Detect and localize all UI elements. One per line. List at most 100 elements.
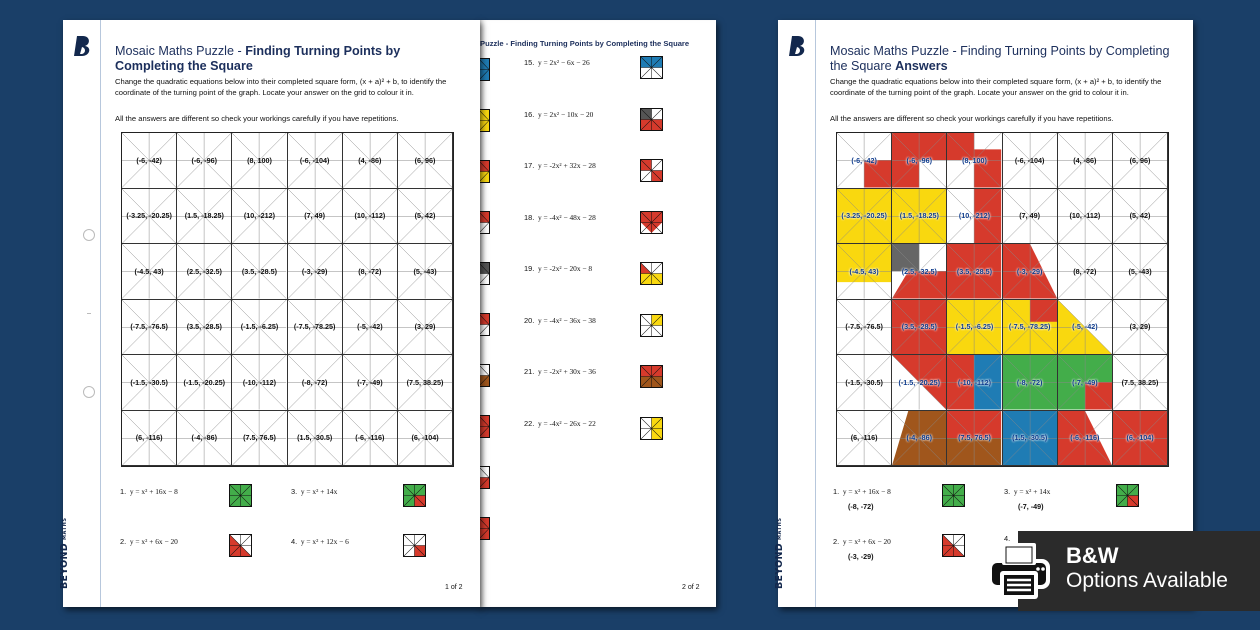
grid-lines-icon (287, 299, 342, 354)
grid-cell: (3.5, -28.5) (232, 244, 288, 300)
grid-lines-icon (397, 188, 453, 243)
grid-lines-icon (1057, 188, 1112, 243)
answer-tile-3 (1116, 484, 1139, 507)
grid-coordinate: (3.5, -28.5) (901, 322, 937, 332)
grid-lines-icon (232, 133, 287, 188)
question-3: 3. y = x² + 14x (291, 487, 338, 496)
page-gutter (778, 20, 816, 607)
answer-tile-18 (640, 210, 663, 234)
grid-coordinate: (-1.5, -20.25) (183, 377, 226, 387)
grid-lines-icon (837, 355, 892, 410)
grid-lines-icon (287, 133, 342, 188)
answers-title: Mosaic Maths Puzzle - Finding Turning Po… (830, 44, 1170, 73)
grid-cell: (-8, -72) (287, 355, 343, 411)
grid-coordinate: (-8, -72) (1016, 377, 1043, 387)
grid-cell: (5, -43) (397, 244, 454, 300)
grid-coordinate: (-6, -42) (851, 155, 877, 165)
tile-pattern-icon (641, 108, 662, 130)
grid-coordinate: (6, -116) (135, 433, 163, 443)
grid-lines-icon (1112, 133, 1168, 188)
question-15: 15. y = 2x² − 6x − 26 (524, 58, 590, 67)
tile-pattern-icon (641, 57, 662, 78)
tile-pattern-icon (230, 485, 251, 506)
grid-lines-icon (892, 188, 947, 243)
grid-cell: (-1.5, -20.25) (892, 355, 948, 411)
grid-lines-icon (177, 355, 232, 410)
question-17: 17. y = -2x² + 32x − 28 (524, 161, 596, 170)
grid-coordinate: (7, 49) (1019, 211, 1041, 221)
grid-coordinate: (1.5, -30.5) (1012, 433, 1048, 443)
grid-cell: (6, 96) (1112, 133, 1169, 189)
grid-cell: (-8, -72) (1002, 355, 1058, 411)
grid-lines-icon (1002, 299, 1057, 354)
grid-lines-icon (342, 410, 397, 465)
grid-cell: (-6, -96) (177, 133, 233, 189)
grid-lines-icon (342, 188, 397, 243)
question-4: 4. y = x² + 12x − 6 (291, 537, 349, 546)
grid-coordinate: (-4, -86) (191, 433, 218, 443)
grid-coordinate: (-5, -42) (1072, 322, 1098, 332)
grid-lines-icon (1112, 355, 1168, 410)
grid-lines-icon (122, 188, 177, 243)
grid-cell: (-4.5, 43) (837, 244, 893, 300)
grid-lines-icon (177, 410, 232, 465)
grid-coordinate: (6, 96) (414, 155, 436, 165)
grid-cell: (-7.5, -78.25) (287, 299, 343, 355)
grid-lines-icon (232, 355, 287, 410)
grid-cell: (5, 42) (1112, 188, 1169, 244)
grid-lines-icon (122, 410, 177, 465)
grid-lines-icon (342, 355, 397, 410)
grid-cell: (-4, -86) (892, 410, 948, 466)
grid-coordinate: (-7.5, -76.5) (845, 322, 883, 332)
answer-tile-1 (229, 484, 252, 507)
grid-coordinate: (1.5, -18.25) (899, 211, 939, 221)
mosaic-grid: (-6, -42) (-6, -96) (8, 100) (-6, -104) (4, … (121, 132, 455, 467)
grid-coordinate: (7.5, 76.5) (958, 433, 991, 443)
grid-lines-icon (177, 188, 232, 243)
grid-lines-icon (232, 188, 287, 243)
question-16: 16. y = 2x² − 10x − 20 (524, 109, 594, 119)
tile-pattern-icon (1117, 485, 1138, 506)
answer-tile-21 (640, 365, 663, 388)
page-number: 1 of 2 (445, 584, 463, 591)
grid-coordinate: (-4.5, 43) (849, 266, 879, 276)
grid-cell: (7.5, 76.5) (947, 410, 1003, 466)
grid-coordinate: (6, -104) (1126, 433, 1154, 443)
grid-coordinate: (3, 29) (414, 322, 436, 332)
banner-title: B&W (1066, 543, 1119, 568)
grid-lines-icon (1002, 244, 1057, 299)
grid-cell: (-1.5, -6.25) (232, 299, 288, 355)
grid-cell: (4, -86) (342, 133, 398, 189)
grid-cell: (-10, -112) (232, 355, 288, 411)
grid-cell: (-5, -42) (342, 299, 398, 355)
grid-cell: (-7.5, -76.5) (122, 299, 178, 355)
grid-coordinate: (-7, -49) (357, 377, 383, 387)
grid-coordinate: (-1.5, -6.25) (240, 322, 279, 332)
grid-cell: (-6, -116) (342, 410, 398, 466)
tile-pattern-icon (943, 535, 964, 556)
answer-value-3: (-7, -49) (1018, 502, 1044, 511)
instructions: Change the quadratic equations below int… (115, 77, 447, 98)
grid-cell: (10, -112) (342, 188, 398, 244)
grid-lines-icon (1002, 355, 1057, 410)
grid-lines-icon (1057, 355, 1112, 410)
grid-cell: (1.5, -18.25) (177, 188, 233, 244)
grid-coordinate: (8, -72) (358, 266, 382, 276)
grid-cell: (-4.5, 43) (122, 244, 178, 300)
grid-cell: (-7, -49) (342, 355, 398, 411)
grid-cell: (6, -116) (122, 410, 178, 466)
bw-options-banner[interactable]: B&W Options Available (988, 531, 1260, 611)
grid-coordinate: (2.5, -32.5) (901, 266, 937, 276)
tile-pattern-icon (641, 366, 662, 387)
grid-lines-icon (397, 299, 453, 354)
grid-coordinate: (8, -72) (1073, 266, 1097, 276)
grid-lines-icon (342, 299, 397, 354)
grid-lines-icon (1112, 299, 1168, 354)
grid-lines-icon (892, 410, 947, 465)
answer-tile-19 (640, 262, 663, 285)
grid-cell: (7.5, 38.25) (1112, 355, 1169, 411)
grid-lines-icon (287, 410, 342, 465)
question-19: 19. y = -2x² − 20x − 8 (524, 264, 593, 273)
grid-cell: (7, 49) (287, 188, 343, 244)
grid-coordinate: (-6, -116) (355, 433, 385, 443)
